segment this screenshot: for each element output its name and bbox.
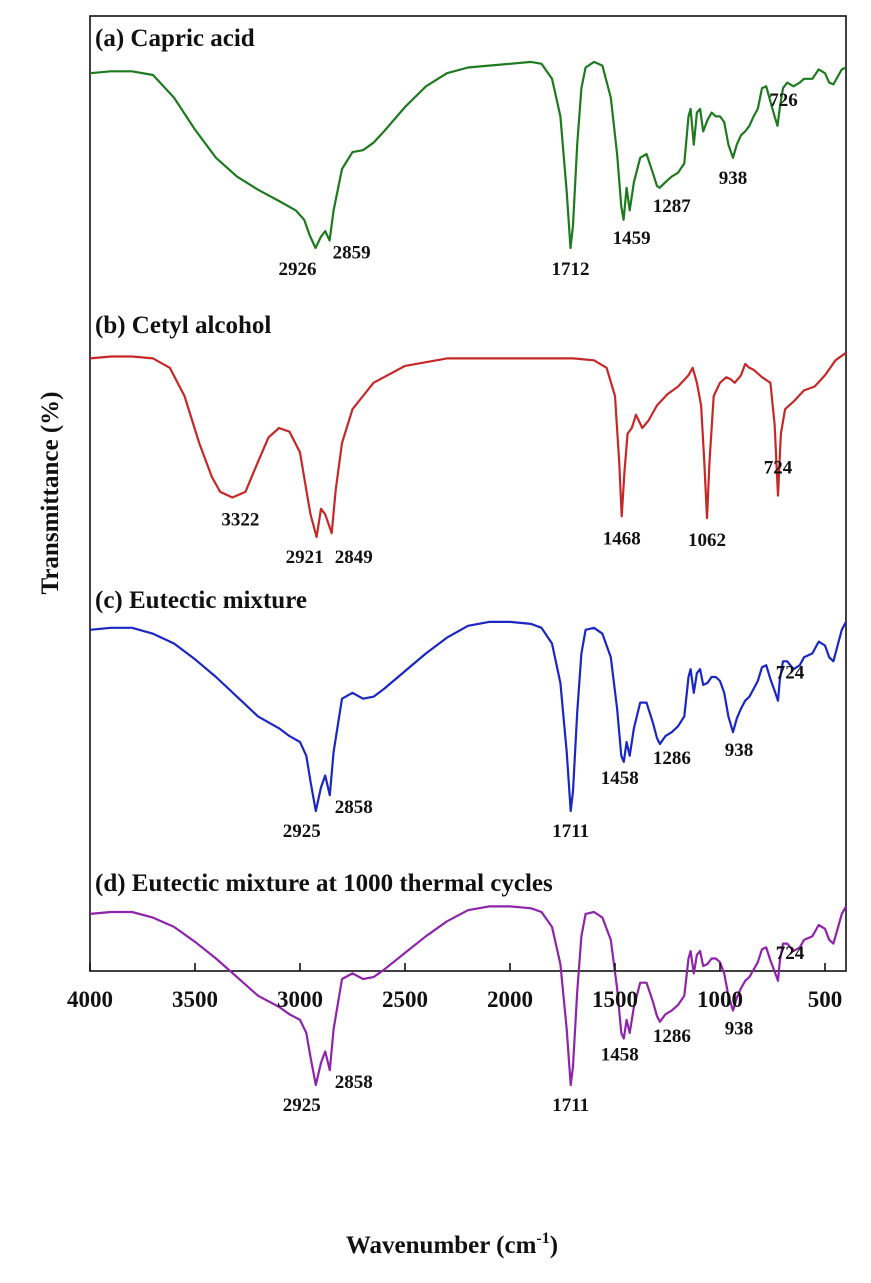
- spectra-group: [89, 60, 847, 1087]
- peak-label-capric-acid-938: 938: [719, 168, 748, 189]
- panel-title-cetyl-alcohol: (b) Cetyl alcohol: [95, 312, 271, 339]
- peak-label-capric-acid-1459: 1459: [613, 228, 651, 249]
- peak-label-eutectic-mixture-724: 724: [776, 663, 805, 684]
- x-tick-label-2000: 2000: [487, 987, 533, 1012]
- panel-title-capric-acid: (a) Capric acid: [95, 25, 255, 52]
- peak-label-eutectic-mixture-cycled-1286: 1286: [653, 1026, 691, 1047]
- peak-label-eutectic-mixture-cycled-1711: 1711: [552, 1095, 589, 1116]
- x-axis-label: Wavenumber (cm-1): [346, 1230, 558, 1259]
- peak-label-cetyl-alcohol-3322: 3322: [221, 510, 259, 531]
- panel-title-eutectic-mixture: (c) Eutectic mixture: [95, 587, 307, 614]
- x-tick-label-500: 500: [808, 987, 843, 1012]
- x-axis-ticks-group: 4000 3500 3000 2500 2000 1500 1000 500: [67, 963, 842, 1012]
- peak-label-eutectic-mixture-cycled-2925: 2925: [283, 1095, 321, 1116]
- x-axis-label-superscript: -1: [536, 1230, 549, 1247]
- peak-label-capric-acid-1712: 1712: [552, 259, 590, 280]
- peak-label-cetyl-alcohol-1468: 1468: [603, 528, 641, 549]
- peak-label-cetyl-alcohol-2921: 2921: [286, 547, 324, 568]
- peak-label-eutectic-mixture-1286: 1286: [653, 748, 691, 769]
- x-tick-label-4000: 4000: [67, 987, 113, 1012]
- peak-label-eutectic-mixture-2858: 2858: [335, 797, 373, 818]
- peak-label-eutectic-mixture-cycled-938: 938: [725, 1019, 754, 1040]
- panel-title-eutectic-mixture-cycled: (d) Eutectic mixture at 1000 thermal cyc…: [95, 870, 553, 897]
- x-axis-label-close: ): [550, 1232, 558, 1259]
- peak-label-cetyl-alcohol-2849: 2849: [335, 547, 373, 568]
- peak-label-eutectic-mixture-cycled-724: 724: [776, 943, 805, 964]
- panel-titles-group: (a) Capric acid (b) Cetyl alcohol (c) Eute…: [95, 25, 553, 897]
- peak-label-cetyl-alcohol-724: 724: [764, 458, 793, 479]
- peak-label-eutectic-mixture-2925: 2925: [283, 821, 321, 842]
- peak-label-eutectic-mixture-cycled-2858: 2858: [335, 1072, 373, 1093]
- x-tick-label-3000: 3000: [277, 987, 323, 1012]
- plot-frame: [89, 15, 847, 972]
- peak-label-cetyl-alcohol-1062: 1062: [688, 530, 726, 551]
- peak-label-eutectic-mixture-cycled-1458: 1458: [601, 1045, 639, 1066]
- spectrum-line-eutectic-mixture-cycled: [89, 905, 847, 1087]
- y-axis-label: Transmittance (%): [37, 392, 64, 595]
- x-axis-label-base: Wavenumber (cm: [346, 1232, 537, 1259]
- spectrum-line-cetyl-alcohol: [89, 351, 847, 539]
- x-tick-label-2500: 2500: [382, 987, 428, 1012]
- peak-label-capric-acid-726: 726: [769, 90, 798, 111]
- x-tick-label-1000: 1000: [697, 987, 743, 1012]
- x-tick-label-3500: 3500: [172, 987, 218, 1012]
- x-tick-label-1500: 1500: [592, 987, 638, 1012]
- peak-label-eutectic-mixture-1711: 1711: [552, 821, 589, 842]
- peak-label-capric-acid-2926: 2926: [279, 259, 317, 280]
- spectrum-line-eutectic-mixture: [89, 620, 847, 813]
- peak-label-eutectic-mixture-1458: 1458: [601, 768, 639, 789]
- peak-label-capric-acid-1287: 1287: [653, 196, 692, 217]
- peak-label-capric-acid-2859: 2859: [333, 243, 371, 264]
- peak-label-eutectic-mixture-938: 938: [725, 740, 754, 761]
- spectrum-line-capric-acid: [89, 60, 847, 250]
